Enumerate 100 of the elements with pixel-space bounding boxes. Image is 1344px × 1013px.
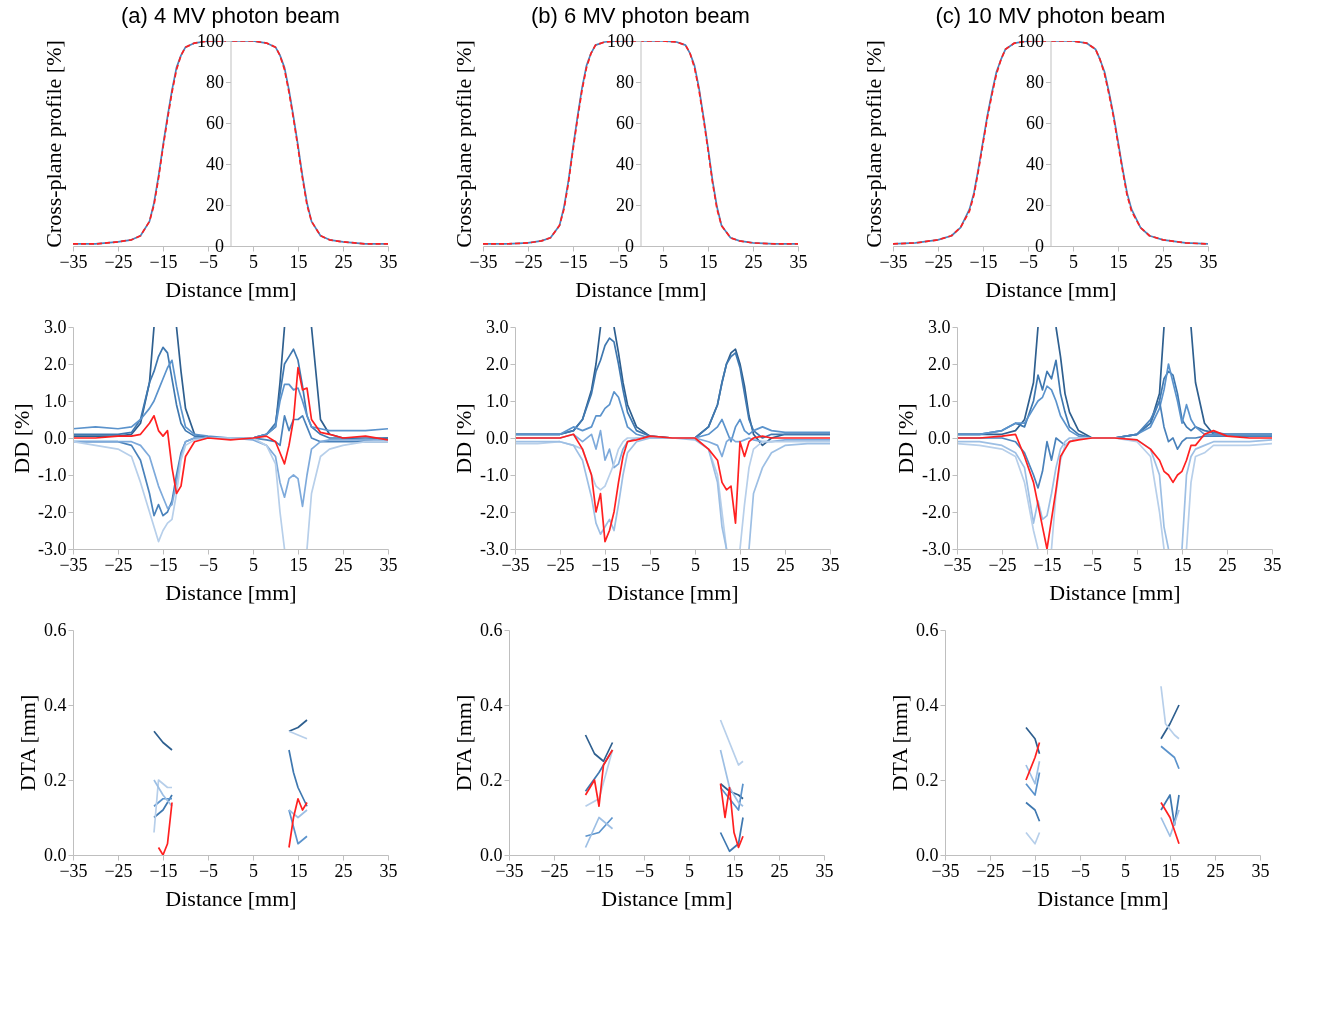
y-tick-label: 0.0 [928,427,951,448]
y-tick-label: 60 [1026,112,1044,133]
x-tick-label: −25 [988,554,1017,575]
x-tick-label: 15 [725,860,744,881]
x-tick-label: −5 [198,554,219,575]
x-tick-label: −25 [546,554,575,575]
y-tick-label: 20 [616,194,634,215]
y-axis-title: DTA [mm] [451,694,476,792]
x-tick-label: −15 [1033,554,1062,575]
x-tick-label: 25 [1154,251,1173,272]
x-tick-label: 25 [744,251,763,272]
x-tick-label: 35 [379,860,398,881]
y-tick-label: 0.6 [480,619,503,640]
y-tick-label: 0.0 [486,427,509,448]
y-tick-label: 1.0 [486,390,509,411]
x-tick-label: −25 [104,554,133,575]
x-tick-label: 5 [685,860,694,881]
y-tick-label: -2.0 [922,501,951,522]
x-tick-label: 35 [1263,554,1282,575]
x-tick-label: −25 [104,860,133,881]
y-tick-label: 40 [206,153,224,174]
y-tick-label: 40 [616,153,634,174]
x-tick-label: 35 [789,251,808,272]
x-tick-label: −15 [1021,860,1050,881]
y-axis-title: DD [%] [893,403,919,474]
x-tick-label: 15 [1161,860,1180,881]
x-tick-label: −15 [559,251,588,272]
y-tick-label: 3.0 [44,316,67,337]
x-axis-title: Distance [mm] [165,885,297,911]
y-tick-label: 1.0 [44,390,67,411]
x-axis-title: Distance [mm] [1049,579,1181,605]
y-tick-label: 0.0 [44,427,67,448]
x-tick-label: 5 [249,251,258,272]
x-tick-label: −25 [976,860,1005,881]
x-tick-label: −5 [1070,860,1091,881]
y-tick-label: 40 [1026,153,1044,174]
x-tick-label: −15 [149,554,178,575]
x-axis-title: Distance [mm] [985,276,1117,302]
y-axis-title: Cross-plane profile [%] [450,40,476,248]
y-axis-title: DD [%] [451,403,477,474]
x-tick-label: −5 [1082,554,1103,575]
x-axis-title: Distance [mm] [165,579,297,605]
x-tick-label: 25 [770,860,789,881]
x-tick-label: 5 [1069,251,1078,272]
x-tick-label: −35 [59,251,88,272]
x-tick-label: −15 [585,860,614,881]
x-tick-label: 35 [1251,860,1270,881]
y-tick-label: 80 [1026,71,1044,92]
x-tick-label: 35 [815,860,834,881]
x-axis-title: Distance [mm] [575,276,707,302]
x-tick-label: −35 [879,251,908,272]
x-tick-label: −15 [969,251,998,272]
chart-title: (b) 6 MV photon beam [531,3,750,28]
x-tick-label: 15 [699,251,718,272]
x-tick-label: 35 [1199,251,1218,272]
x-axis-title: Distance [mm] [601,885,733,911]
x-tick-label: −15 [149,860,178,881]
x-tick-label: −25 [540,860,569,881]
y-tick-label: 0.2 [44,769,67,790]
y-tick-label: -1.0 [922,464,951,485]
x-tick-label: −5 [640,554,661,575]
x-tick-label: 15 [1173,554,1192,575]
x-tick-label: −15 [149,251,178,272]
y-tick-label: 2.0 [44,353,67,374]
y-tick-label: 0.6 [44,619,67,640]
y-tick-label: 0.2 [916,769,939,790]
x-tick-label: 15 [289,554,308,575]
y-tick-label: 1.0 [928,390,951,411]
x-axis-title: Distance [mm] [607,579,739,605]
y-tick-label: 0.4 [916,694,939,715]
y-tick-label: 2.0 [486,353,509,374]
x-tick-label: 25 [1206,860,1225,881]
y-tick-label: 0.4 [44,694,67,715]
x-tick-label: −35 [469,251,498,272]
x-tick-label: 35 [821,554,840,575]
chart-title: (c) 10 MV photon beam [935,3,1166,28]
x-axis-title: Distance [mm] [165,276,297,302]
y-tick-label: 20 [1026,194,1044,215]
y-tick-label: -1.0 [480,464,509,485]
y-axis-title: DTA [mm] [15,694,40,792]
x-tick-label: 5 [691,554,700,575]
y-tick-label: 80 [206,71,224,92]
y-tick-label: 3.0 [928,316,951,337]
x-tick-label: 15 [289,251,308,272]
y-tick-label: 0.2 [480,769,503,790]
x-tick-label: 5 [659,251,668,272]
x-tick-label: 5 [1133,554,1142,575]
y-tick-label: -2.0 [480,501,509,522]
x-tick-label: 35 [379,251,398,272]
y-tick-label: 60 [206,112,224,133]
x-tick-label: −25 [924,251,953,272]
y-tick-label: 80 [616,71,634,92]
chart-title: (a) 4 MV photon beam [121,3,340,28]
x-tick-label: 25 [1218,554,1237,575]
x-tick-label: −15 [591,554,620,575]
x-tick-label: 15 [731,554,750,575]
x-tick-label: 25 [334,251,353,272]
y-tick-label: 0.6 [916,619,939,640]
y-tick-label: 60 [616,112,634,133]
y-tick-label: 3.0 [486,316,509,337]
